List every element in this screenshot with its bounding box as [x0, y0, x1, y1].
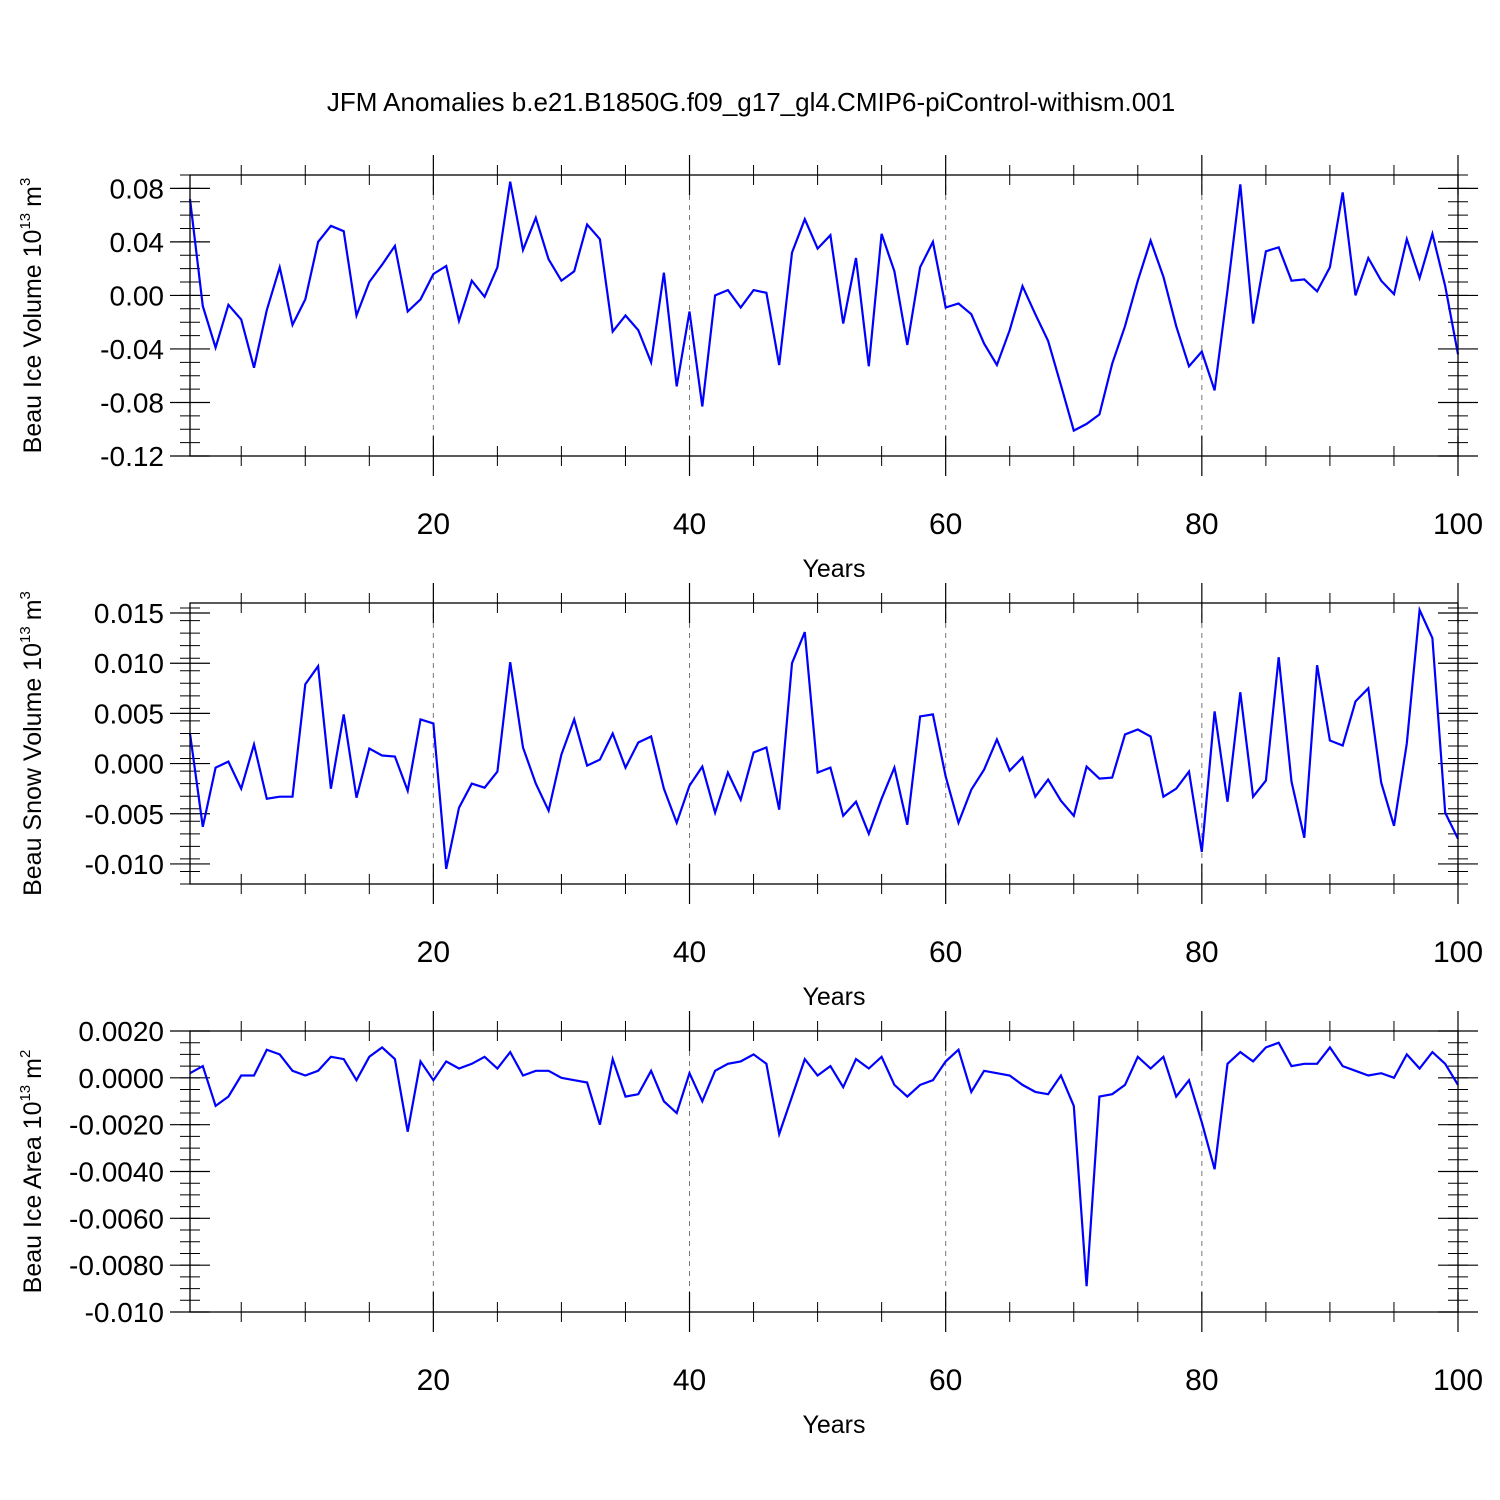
- y-tick-label: 0.00: [110, 280, 165, 311]
- y-axis-label-exponent: 13: [17, 626, 34, 643]
- y-tick-label: -0.08: [100, 387, 164, 418]
- y-axis-label: Beau Ice Area 1013 m2: [17, 1050, 47, 1294]
- y-tick-label: -0.010: [85, 1297, 164, 1328]
- panel-1: 0.08 0.04 0.00 -0.04 -0.08 -0.12 20 40 60 80 100 Ye…: [17, 155, 1483, 583]
- y-axis-label-unit-exponent: 3: [17, 591, 34, 599]
- y-tick-label: -0.0020: [69, 1110, 164, 1141]
- x-tick-label: 100: [1433, 508, 1483, 541]
- chart-title: JFM Anomalies b.e21.B1850G.f09_g17_gl4.C…: [327, 87, 1175, 117]
- y-tick-label: 0.0020: [78, 1016, 164, 1047]
- y-axis-label-unit: m: [19, 1058, 47, 1079]
- x-tick-label: 100: [1433, 936, 1483, 969]
- y-tick-label: -0.005: [85, 799, 164, 830]
- y-tick-label: 0.015: [94, 598, 164, 629]
- x-tick-label: 80: [1185, 508, 1218, 541]
- x-tick-label: 100: [1433, 1364, 1483, 1397]
- y-axis-label-main: Beau Snow Volume 10: [19, 643, 47, 896]
- x-tick-label: 20: [417, 1364, 450, 1397]
- y-tick-label: 0.010: [94, 648, 164, 679]
- y-tick-label: 0.000: [94, 749, 164, 780]
- data-series-line: [189, 1041, 1459, 1287]
- y-tick-label: -0.0060: [69, 1203, 164, 1234]
- x-tick-label: 40: [673, 508, 706, 541]
- y-axis-label-exponent: 13: [17, 1085, 34, 1102]
- y-tick-label: 0.0000: [78, 1063, 164, 1094]
- x-tick-label: 40: [673, 1364, 706, 1397]
- x-tick-label: 20: [417, 508, 450, 541]
- y-axis-label-exponent: 13: [17, 213, 34, 230]
- y-tick-label: -0.04: [100, 334, 164, 365]
- plot-frame: [189, 1030, 1459, 1313]
- x-tick-label: 60: [929, 508, 962, 541]
- x-tick-label: 80: [1185, 936, 1218, 969]
- y-tick-label: -0.0040: [69, 1157, 164, 1188]
- x-axis-label: Years: [802, 1411, 865, 1439]
- x-tick-label: 20: [417, 936, 450, 969]
- y-axis-label-unit: m: [19, 599, 47, 620]
- x-axis-label: Years: [802, 555, 865, 583]
- y-tick-label: 0.005: [94, 698, 164, 729]
- y-axis-label: Beau Snow Volume 1013 m3: [17, 591, 47, 896]
- y-axis-label-main: Beau Ice Area 10: [19, 1102, 47, 1294]
- y-tick-label: 0.04: [110, 227, 165, 258]
- y-axis-label: Beau Ice Volume 1013 m3: [17, 178, 47, 454]
- data-series-line: [188, 181, 1460, 433]
- plot-frame: [189, 174, 1459, 457]
- y-tick-label: -0.010: [85, 849, 164, 880]
- y-axis-label-unit: m: [19, 186, 47, 207]
- panel-2: 0.015 0.010 0.005 0.000 -0.005 -0.010 20 40 60 80…: [17, 583, 1483, 1011]
- x-tick-label: 60: [929, 936, 962, 969]
- y-tick-label: 0.08: [110, 173, 165, 204]
- panel-3: 0.0020 0.0000 -0.0020 -0.0040 -0.0060 -0.0080…: [17, 1011, 1483, 1439]
- y-axis-label-unit-exponent: 2: [17, 1050, 34, 1058]
- data-series-line: [188, 605, 1459, 870]
- x-tick-label: 60: [929, 1364, 962, 1397]
- x-axis-label: Years: [802, 983, 865, 1011]
- y-tick-label: -0.0080: [69, 1250, 164, 1281]
- y-axis-label-unit-exponent: 3: [17, 178, 34, 186]
- y-axis-label-main: Beau Ice Volume 10: [19, 230, 47, 454]
- x-tick-label: 40: [673, 936, 706, 969]
- x-tick-label: 80: [1185, 1364, 1218, 1397]
- y-tick-label: -0.12: [100, 441, 164, 472]
- plot-frame: [189, 602, 1459, 885]
